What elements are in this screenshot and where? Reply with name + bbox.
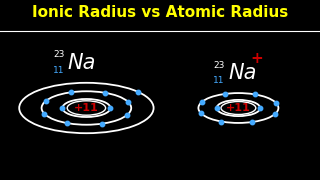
Text: +11: +11 <box>226 103 251 113</box>
Text: 23: 23 <box>213 61 225 70</box>
Text: 11: 11 <box>53 66 65 75</box>
Text: +11: +11 <box>74 103 99 113</box>
Text: 23: 23 <box>53 50 65 59</box>
Text: Ionic Radius vs Atomic Radius: Ionic Radius vs Atomic Radius <box>32 5 288 20</box>
Text: 11: 11 <box>213 76 225 85</box>
Text: Na: Na <box>228 63 256 83</box>
Text: Na: Na <box>68 53 96 73</box>
Text: +: + <box>250 51 263 66</box>
